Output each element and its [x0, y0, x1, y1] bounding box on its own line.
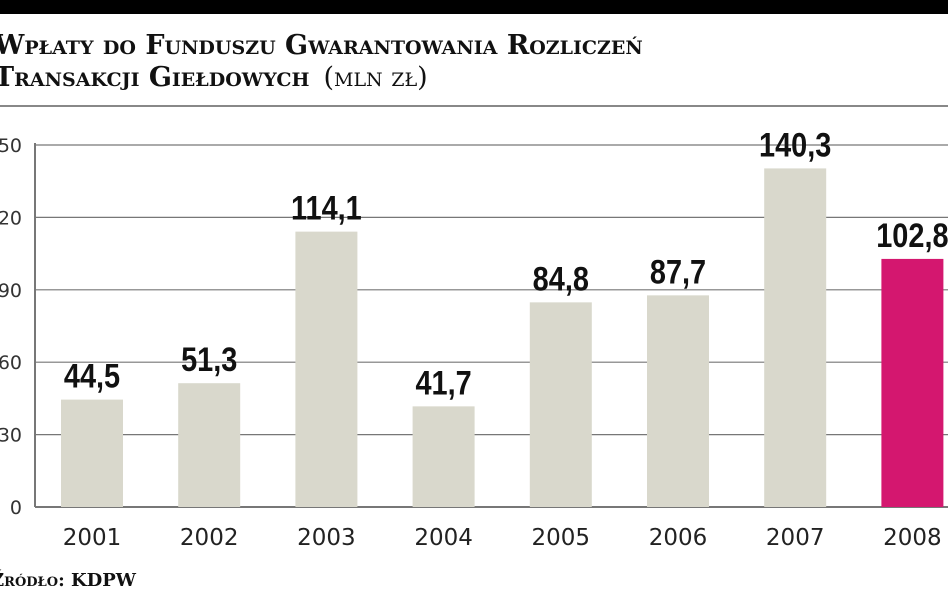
bar-2007: [764, 168, 827, 507]
chart-title-line1: Wpłaty do Funduszu Gwarantowania Rozlicz…: [0, 30, 643, 61]
y-tick-label: 30: [0, 425, 22, 447]
chart-title-line2-group: Transakcji Giełdowych (mln zł): [0, 62, 428, 93]
y-tick-label: 0: [10, 497, 22, 519]
chart-unit: (mln zł): [323, 62, 427, 93]
bar-2002: [178, 383, 241, 507]
chart-title-line2: Transakcji Giełdowych: [0, 62, 309, 93]
x-tick-label-2008: 2008: [883, 525, 942, 551]
data-label-2006: 87,7: [650, 252, 706, 291]
source-note: Źródło: KDPW: [0, 568, 137, 591]
x-tick-label-2004: 2004: [414, 525, 473, 551]
bar-2003: [295, 231, 358, 507]
data-label-2007: 140,3: [759, 125, 831, 164]
x-tick-label-2006: 2006: [649, 525, 708, 551]
x-tick-label-2002: 2002: [180, 525, 239, 551]
bar-2005: [529, 302, 592, 507]
data-label-2002: 51,3: [181, 340, 237, 379]
data-label-2005: 84,8: [533, 259, 589, 298]
bar-2004: [412, 406, 475, 507]
data-label-2008: 102,8: [876, 216, 948, 255]
bar-2001: [61, 399, 123, 507]
x-tick-label-2003: 2003: [297, 525, 356, 551]
data-label-2004: 41,7: [415, 363, 471, 402]
y-tick-label: 60: [0, 352, 22, 374]
y-tick-label: 90: [0, 280, 22, 302]
x-tick-label-2001: 2001: [63, 525, 122, 551]
x-tick-label-2007: 2007: [766, 525, 825, 551]
data-label-2003: 114,1: [291, 188, 362, 227]
top-black-band: [0, 0, 948, 14]
data-label-2001: 44,5: [64, 356, 120, 395]
y-tick-label: 150: [0, 135, 22, 157]
x-tick-label-2005: 2005: [532, 525, 591, 551]
bar-2006: [647, 295, 709, 507]
bar-2008: [881, 258, 944, 507]
y-tick-label: 120: [0, 207, 22, 229]
